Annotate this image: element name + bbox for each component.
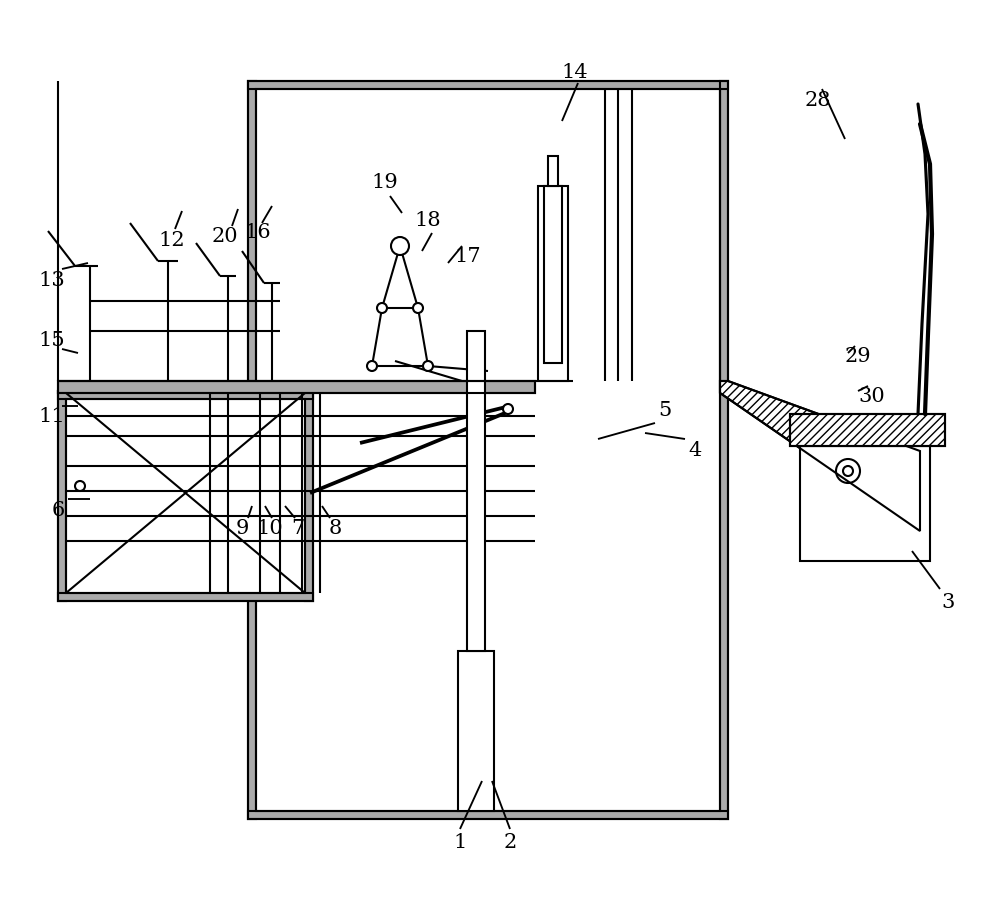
Bar [248,81,728,819]
Text: 8: 8 [328,520,342,539]
Bar [544,186,562,363]
Circle shape [367,361,377,371]
Text: 19: 19 [372,174,398,193]
Bar [58,391,313,601]
Bar [58,391,313,399]
Bar [58,593,313,601]
Bar [305,391,313,601]
Text: 10: 10 [257,520,283,539]
Bar [790,414,945,446]
Bar [458,651,494,811]
Text: 2: 2 [503,833,517,852]
Circle shape [377,303,387,313]
Text: 14: 14 [562,63,588,83]
Bar [790,414,945,446]
Text: 3: 3 [941,594,955,613]
Text: 4: 4 [688,441,702,460]
Text: 16: 16 [245,223,271,242]
Polygon shape [720,381,920,531]
Bar [800,446,930,561]
Circle shape [413,303,423,313]
Text: 5: 5 [658,402,672,421]
Text: 13: 13 [39,271,65,290]
Text: 1: 1 [453,833,467,852]
Bar [248,81,728,89]
Text: 17: 17 [455,247,481,266]
Bar [256,89,720,811]
Text: 28: 28 [805,92,831,111]
Bar [548,156,558,186]
Text: 18: 18 [415,212,441,231]
Bar [248,811,728,819]
Bar [66,399,305,593]
Bar [58,381,535,393]
Text: 12: 12 [159,232,185,250]
Bar [467,331,485,651]
Text: 11: 11 [39,406,65,425]
Bar [720,81,728,819]
Text: 20: 20 [212,226,238,245]
Text: 7: 7 [291,520,305,539]
Text: 6: 6 [51,502,65,521]
Bar [58,391,66,601]
Bar [248,81,256,819]
Text: 29: 29 [845,347,871,366]
Text: 15: 15 [39,332,65,350]
Circle shape [423,361,433,371]
Bar [248,81,728,819]
Circle shape [503,404,513,414]
Circle shape [391,237,409,255]
Text: 9: 9 [235,520,249,539]
Bar [58,381,535,393]
Bar [538,186,568,381]
Text: 30: 30 [859,387,885,405]
Bar [790,414,945,446]
Bar [58,391,313,601]
